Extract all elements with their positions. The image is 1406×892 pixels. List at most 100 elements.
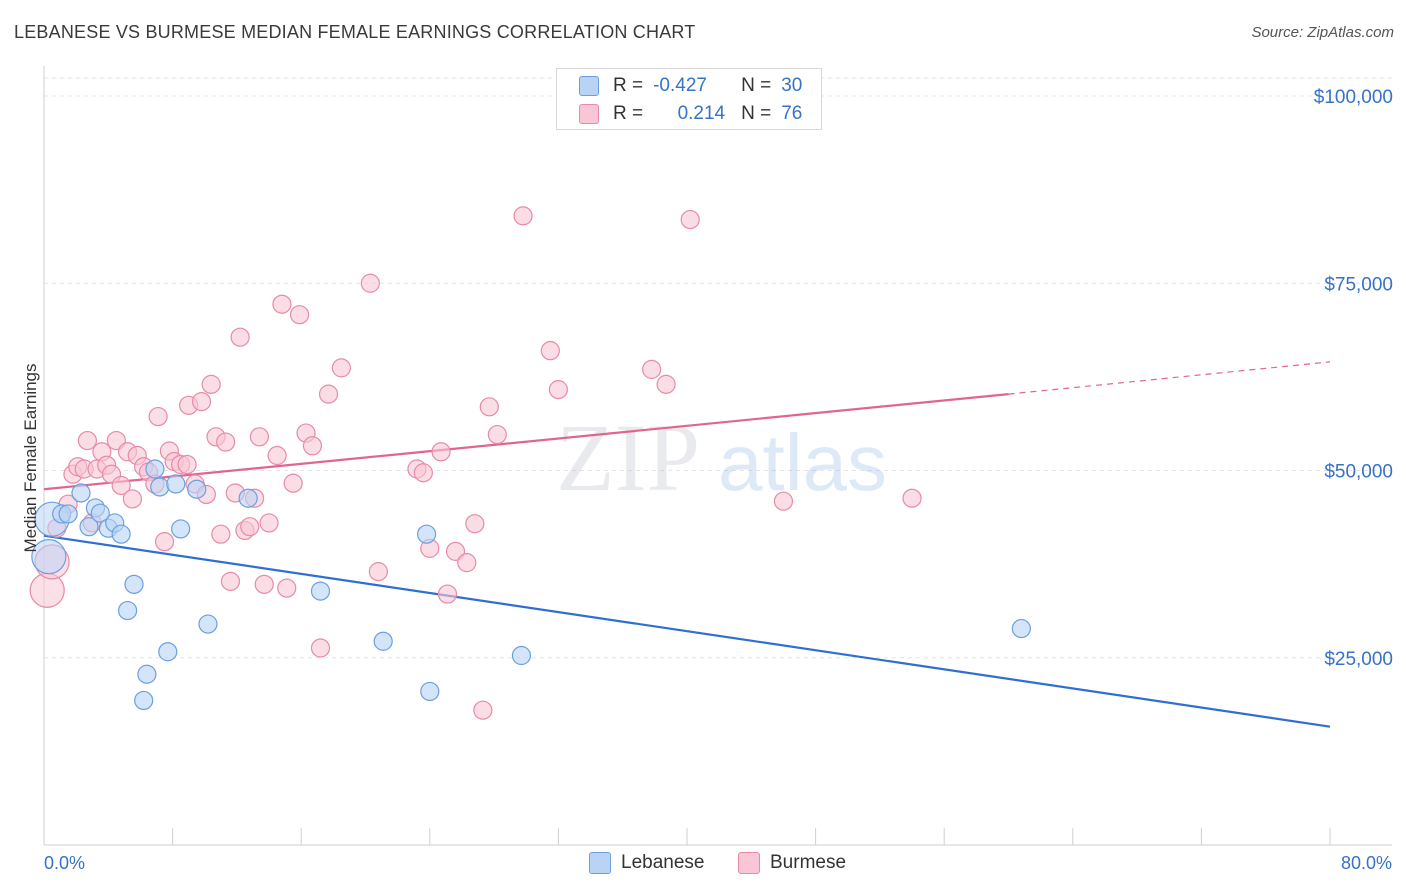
burmese-point [457,553,477,573]
y-tick-label: $50,000 [1324,462,1393,483]
watermark: ZIP atlas [556,404,887,511]
burmese-point [220,571,241,591]
burmese-point [201,374,221,394]
lebanese-point [171,519,191,539]
lebanese-point [166,474,186,494]
burmese-r-label: R = [613,103,644,124]
lebanese-point [90,503,110,523]
lebanese-point [150,477,170,497]
y-axis-label: Median Female Earnings [21,364,40,553]
burmese-point [148,406,168,427]
burmese-swatch [579,104,599,124]
y-tick-label: $75,000 [1324,274,1393,295]
lebanese-point [79,517,99,537]
burmese-r-value: 0.214 [677,103,726,124]
legend-lebanese-swatch [589,852,611,874]
burmese-point [487,424,507,445]
watermark-zip: ZIP [556,404,700,511]
lebanese-swatch [579,76,599,96]
lebanese-point [416,524,437,544]
burmese-point [773,491,794,511]
burmese-point [310,638,331,658]
watermark-atlas: atlas [718,418,887,507]
burmese-point [368,562,388,582]
lebanese-point [158,642,178,662]
burmese-n-label: N = [741,103,772,124]
x-tick-label-left: 0.0% [44,853,85,873]
legend-item-lebanese: Lebanese [589,852,704,874]
burmese-point [211,524,231,544]
axes [43,66,1392,846]
burmese-point [413,463,433,483]
burmese-point [216,432,236,452]
burmese-point [513,206,533,226]
burmese-point [272,294,292,314]
y-tick-label: $100,000 [1314,87,1393,108]
burmese-point [318,384,339,404]
stats-box: R = -0.427 N = 30 R = 0.214 N = 76 [556,68,822,130]
y-tick-labels: $25,000 $50,000 $75,000 $100,000 [1314,87,1393,670]
lebanese-point [373,631,393,651]
burmese-point [122,489,143,509]
burmese-point [111,475,131,496]
burmese-point [191,391,212,412]
grid-lines [44,77,1392,659]
legend-burmese-swatch [738,852,760,874]
lebanese-r-value: -0.427 [653,75,707,96]
burmese-point [902,488,922,508]
lebanese-trend-line [43,534,1331,728]
lebanese-point [58,504,78,524]
burmese-point [431,442,451,462]
lebanese-point [420,681,440,702]
lebanese-r-label: R = [613,75,644,96]
burmese-trend-extension [1008,361,1331,395]
burmese-point [473,700,493,720]
y-tick-label: $25,000 [1324,649,1393,670]
legend-item-burmese: Burmese [738,852,846,874]
burmese-points [29,206,922,720]
burmese-point [540,341,560,361]
lebanese-point [111,524,131,544]
burmese-point [437,584,458,604]
lebanese-n-value: 30 [781,75,803,96]
burmese-point [283,473,303,493]
lebanese-point [117,600,138,621]
source-label: Source: ZipAtlas.com [1251,24,1394,41]
lebanese-point [310,581,331,601]
burmese-point [479,397,499,417]
legend-burmese-label: Burmese [770,852,847,873]
burmese-point [240,517,260,537]
burmese-point [77,430,98,451]
burmese-point [656,374,676,394]
legend-lebanese-label: Lebanese [621,852,705,873]
burmese-point [360,273,380,293]
lebanese-point [1011,618,1031,639]
burmese-point [289,305,310,325]
lebanese-point [145,459,165,479]
burmese-point [277,578,297,598]
lebanese-point [198,614,218,634]
lebanese-n-label: N = [741,75,772,96]
trend-lines [43,361,1331,728]
burmese-point [154,532,175,552]
lebanese-point [71,483,91,503]
burmese-point [465,514,485,534]
lebanese-point [238,488,258,508]
burmese-point [680,209,700,230]
burmese-n-value: 76 [781,103,803,124]
burmese-trend-line [43,393,1009,491]
burmese-point [254,574,274,594]
burmese-point [259,513,279,533]
lebanese-point [124,574,144,594]
lebanese-point [31,539,67,575]
lebanese-points [31,459,1031,711]
burmese-point [177,454,197,475]
x-tick-label-right: 80.0% [1341,853,1392,873]
lebanese-point [511,645,532,666]
burmese-point [230,327,250,347]
chart-title: LEBANESE VS BURMESE MEDIAN FEMALE EARNIN… [14,22,696,42]
burmese-point [302,436,323,456]
burmese-point [331,358,351,378]
lebanese-point [137,664,157,684]
